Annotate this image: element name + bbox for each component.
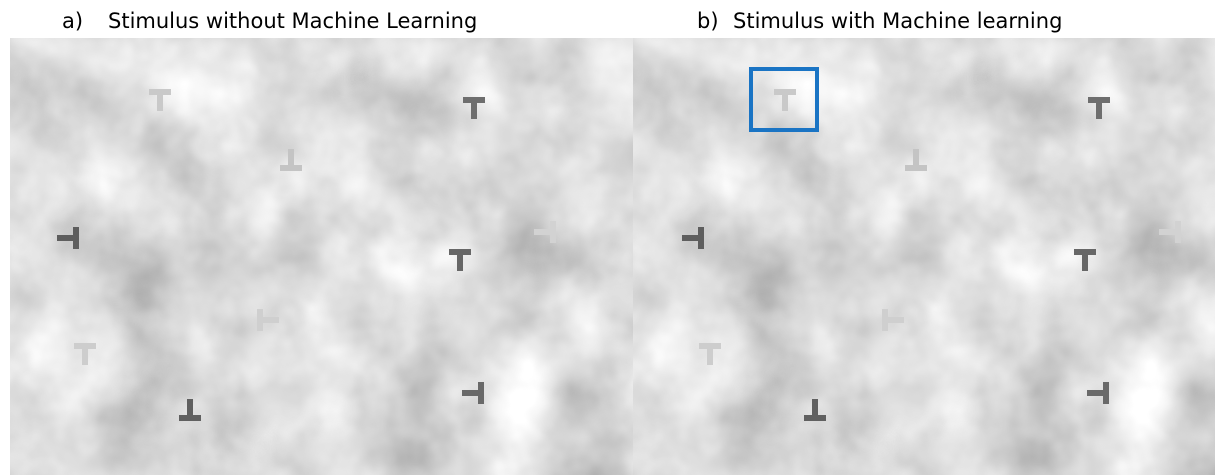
- noise-background: [633, 38, 1215, 475]
- panel-title: Stimulus without Machine Learning: [108, 9, 477, 33]
- noise-background: [10, 38, 601, 475]
- figure: a) Stimulus without Machine Learning b) …: [0, 0, 1215, 475]
- stimulus-panel: [10, 38, 601, 475]
- panel-title: Stimulus with Machine learning: [733, 9, 1062, 33]
- stimulus-panel: [633, 38, 1215, 475]
- panel-letter: a): [62, 9, 83, 33]
- panel-letter: b): [697, 9, 719, 33]
